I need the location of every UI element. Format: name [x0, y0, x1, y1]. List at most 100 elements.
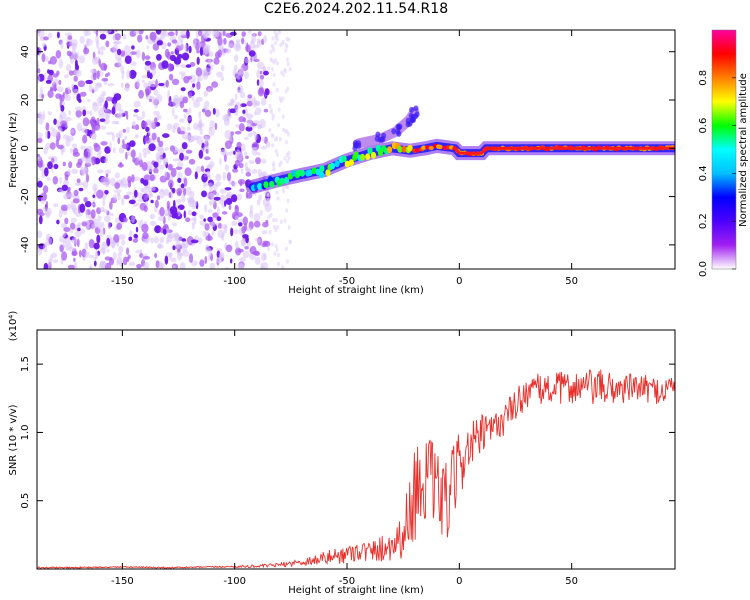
noise-blob [244, 161, 248, 171]
noise-blob [45, 236, 53, 246]
y-tick-label: 1.5 [20, 356, 31, 372]
noise-blob [207, 233, 211, 241]
noise-blob [284, 48, 288, 53]
noise-blob [207, 88, 211, 92]
noise-blob [212, 30, 217, 39]
noise-blob [122, 128, 127, 133]
noise-blob [239, 188, 245, 193]
noise-blob [77, 227, 81, 232]
noise-blob [279, 219, 283, 224]
noise-blob [106, 249, 110, 253]
noise-blob [128, 236, 133, 241]
noise-blob [123, 183, 129, 189]
noise-blob [253, 220, 261, 228]
noise-blob [287, 225, 291, 230]
noise-blob [148, 143, 156, 152]
noise-blob [145, 200, 148, 207]
noise-blob [67, 168, 71, 176]
noise-blob [256, 69, 261, 79]
noise-blob [91, 56, 99, 65]
noise-blob [233, 64, 238, 71]
noise-blob [70, 39, 78, 47]
noise-blob [98, 148, 102, 155]
noise-blob [134, 124, 140, 131]
noise-blob [173, 57, 182, 65]
noise-blob [281, 264, 285, 269]
noise-blob [171, 107, 175, 117]
noise-blob [121, 143, 129, 150]
noise-blob [119, 161, 123, 167]
colorbar-tick-label: 0.8 [698, 70, 709, 86]
signal-blob [415, 148, 421, 153]
noise-blob [142, 232, 149, 240]
noise-blob [77, 80, 86, 88]
noise-blob [285, 208, 289, 213]
x-tick-label: -150 [111, 276, 134, 287]
snr-y-axis: 0.5 1.0 1.5 [20, 356, 675, 509]
noise-blob [259, 74, 265, 80]
noise-blob [245, 126, 253, 132]
noise-blob [58, 209, 63, 219]
noise-blob [167, 31, 175, 37]
noise-blob [93, 142, 99, 148]
noise-blob [188, 253, 194, 263]
noise-blob [126, 247, 130, 255]
noise-blob [99, 107, 106, 111]
noise-blob [120, 82, 124, 89]
noise-blob [236, 89, 242, 94]
noise-blob [125, 81, 129, 88]
noise-blob [41, 94, 44, 99]
noise-blob [74, 59, 78, 68]
noise-blob [95, 35, 99, 44]
x-tick-label: -50 [339, 276, 355, 287]
noise-blob [126, 126, 130, 134]
noise-blob [210, 64, 214, 71]
noise-blob [283, 68, 287, 74]
noise-blob [61, 233, 66, 238]
noise-blob [162, 152, 166, 160]
noise-blob [166, 123, 173, 131]
noise-blob [105, 96, 113, 102]
noise-blob [147, 166, 155, 173]
noise-blob [234, 204, 239, 210]
noise-blob [258, 194, 263, 201]
noise-blob [229, 102, 235, 106]
noise-blob [181, 52, 190, 61]
noise-blob [37, 230, 43, 238]
noise-blob [181, 142, 188, 150]
noise-blob [172, 222, 178, 227]
noise-blob [219, 157, 222, 166]
noise-blob [154, 225, 162, 234]
noise-blob [91, 125, 96, 134]
noise-blob [219, 198, 223, 205]
noise-blob [72, 147, 79, 155]
noise-blob [170, 167, 177, 178]
noise-blob [137, 78, 141, 88]
noise-blob [98, 113, 106, 118]
noise-blob [45, 79, 52, 84]
noise-blob [235, 240, 239, 249]
noise-blob [149, 137, 152, 142]
noise-blob [216, 206, 220, 215]
noise-blob [37, 60, 40, 70]
noise-blob [276, 261, 280, 267]
noise-blob [198, 118, 203, 127]
noise-blob [234, 159, 240, 167]
noise-blob [122, 71, 125, 75]
noise-blob [72, 207, 78, 215]
noise-blob [151, 67, 157, 76]
noise-blob [53, 163, 59, 170]
noise-blob [248, 50, 256, 57]
noise-blob [101, 77, 109, 82]
noise-blob [222, 30, 226, 36]
noise-blob [174, 234, 183, 242]
noise-blob [121, 239, 126, 246]
noise-blob [130, 61, 137, 67]
noise-blob [244, 222, 248, 232]
noise-blob [183, 177, 188, 187]
noise-blob [54, 83, 57, 93]
colorbar: 0.0 0.2 0.4 0.6 0.8 Normalized spectral ampl… [698, 29, 749, 277]
noise-blob [143, 174, 151, 181]
noise-blob [269, 107, 273, 113]
noise-blob [181, 194, 186, 203]
